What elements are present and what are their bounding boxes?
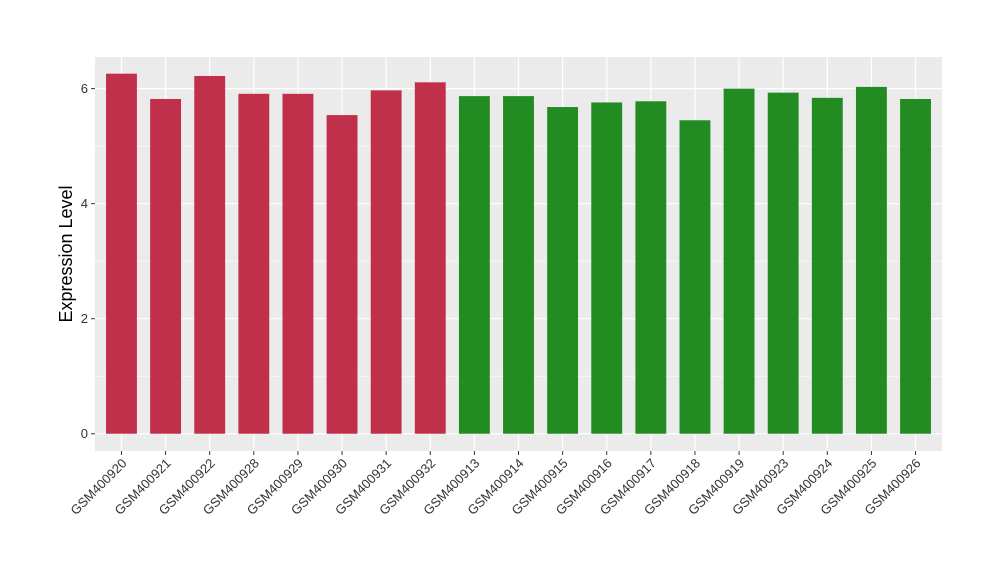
bar-GSM400925 — [855, 86, 887, 434]
x-axis: GSM400920GSM400921GSM400922GSM400928GSM4… — [67, 451, 924, 518]
bar-GSM400917 — [635, 101, 667, 434]
bar-GSM400931 — [370, 90, 402, 434]
bar-GSM400928 — [238, 93, 270, 434]
bar-GSM400914 — [503, 96, 534, 434]
bar-GSM400932 — [414, 82, 446, 434]
y-tick-label: 4 — [81, 196, 88, 211]
y-tick-label: 6 — [81, 81, 88, 96]
bar-GSM400920 — [106, 73, 137, 434]
bars — [106, 73, 931, 434]
bar-GSM400921 — [150, 98, 182, 434]
bar-GSM400915 — [547, 107, 579, 434]
y-tick-label: 0 — [81, 426, 88, 441]
bar-GSM400926 — [900, 98, 931, 434]
bar-GSM400929 — [282, 93, 314, 434]
y-axis-title: Expression Level — [56, 185, 76, 322]
bar-GSM400923 — [767, 92, 799, 434]
bar-GSM400930 — [326, 115, 358, 434]
bar-GSM400916 — [591, 102, 623, 434]
bar-GSM400922 — [194, 75, 226, 434]
bar-GSM400924 — [811, 97, 843, 434]
y-axis: 0 2 4 6 — [81, 81, 95, 441]
bar-GSM400913 — [458, 96, 490, 434]
bar-GSM400919 — [723, 88, 755, 434]
bar-GSM400918 — [679, 120, 711, 434]
y-tick-label: 2 — [81, 311, 88, 326]
